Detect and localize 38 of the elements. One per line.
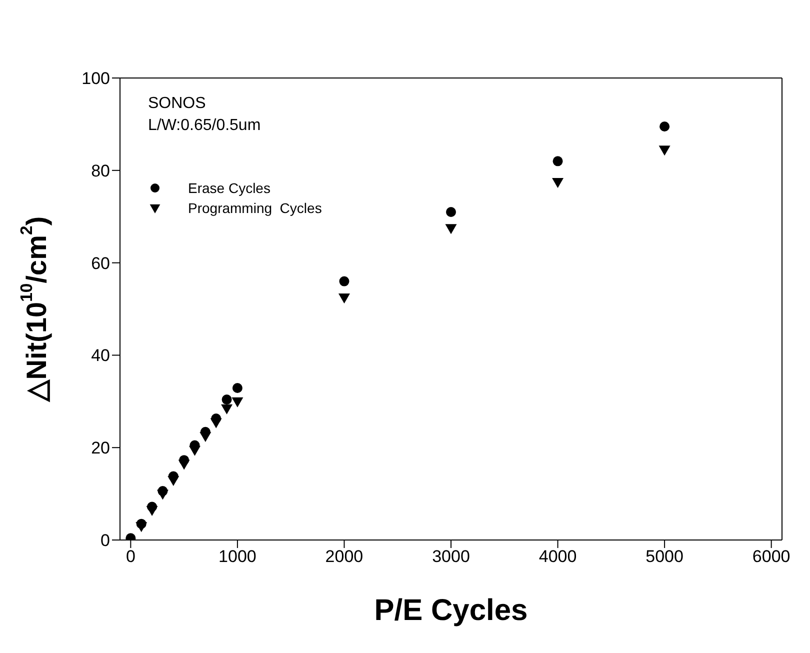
x-tick-label: 2000	[325, 547, 364, 566]
point	[146, 506, 158, 516]
x-tick-label: 4000	[538, 547, 577, 566]
point	[445, 224, 457, 234]
point	[136, 522, 148, 532]
legend-label: Programming Cycles	[188, 199, 322, 218]
point	[232, 383, 242, 393]
point	[658, 146, 670, 156]
point	[222, 394, 232, 405]
x-axis-title: P/E Cycles	[374, 594, 528, 627]
point	[210, 418, 222, 428]
x-tick-label: 0	[126, 547, 136, 566]
y-tick-label: 100	[82, 69, 110, 88]
point	[221, 404, 233, 414]
point	[200, 432, 212, 442]
point	[178, 460, 190, 470]
point	[188, 446, 200, 456]
x-tick-label: 1000	[218, 547, 256, 566]
point	[552, 156, 563, 166]
x-tick-label: 3000	[432, 547, 470, 566]
annotation: SONOS	[148, 94, 207, 114]
point	[446, 206, 456, 217]
point	[168, 476, 180, 486]
x-tick-label: 5000	[646, 547, 684, 566]
annotation: L/W:0.65/0.5um	[148, 116, 261, 136]
y-tick-label: 80	[91, 161, 110, 180]
point	[156, 490, 168, 500]
point	[339, 276, 350, 286]
y-tick-label: 20	[91, 438, 110, 458]
y-tick-label: 40	[91, 346, 110, 366]
y-tick-label: 0	[100, 531, 110, 550]
point	[338, 293, 350, 304]
legend-label: Erase Cycles	[188, 179, 270, 198]
point	[232, 397, 244, 408]
point	[660, 122, 670, 132]
x-tick-label: 6000	[752, 547, 790, 566]
y-tick-label: 60	[91, 254, 110, 273]
point	[552, 178, 564, 188]
